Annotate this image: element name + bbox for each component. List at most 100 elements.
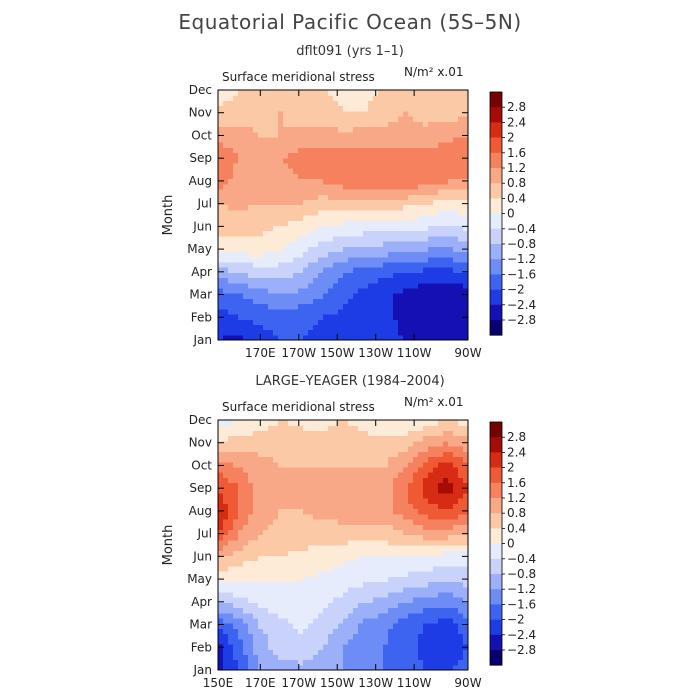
heatmap-cell (368, 602, 374, 609)
colorbar-label: −2.8 (507, 313, 536, 327)
heatmap-cell (378, 183, 384, 190)
heatmap-cell (238, 329, 244, 336)
heatmap-cell (413, 303, 419, 310)
heatmap-cell (373, 298, 379, 305)
heatmap-cell (403, 612, 409, 619)
heatmap-cell (353, 560, 359, 567)
heatmap-cell (463, 435, 469, 442)
heatmap-cell (378, 586, 384, 593)
heatmap-cell (298, 545, 304, 551)
heatmap-cell (353, 461, 359, 468)
heatmap-cell (298, 466, 304, 473)
heatmap-cell (323, 503, 329, 510)
heatmap-cell (303, 571, 309, 577)
heatmap-cell (223, 440, 229, 447)
heatmap-cell (363, 293, 369, 299)
heatmap-cell (418, 571, 424, 577)
heatmap-cell (333, 539, 339, 546)
heatmap-cell (278, 425, 284, 432)
heatmap-cell (378, 607, 384, 614)
heatmap-cell (353, 308, 359, 315)
heatmap-cell (273, 152, 279, 159)
heatmap-cell (368, 199, 374, 206)
heatmap-cell (458, 571, 464, 577)
heatmap-cell (293, 472, 299, 478)
heatmap-cell (458, 659, 464, 666)
heatmap-cell (433, 539, 439, 546)
heatmap-cell (448, 241, 454, 247)
heatmap-cell (243, 529, 249, 536)
heatmap-cell (263, 617, 269, 624)
heatmap-cell (398, 90, 404, 96)
heatmap-cell (333, 643, 339, 650)
heatmap-cell (388, 482, 394, 489)
heatmap-cell (358, 555, 364, 562)
heatmap-cell (243, 435, 249, 442)
heatmap-cell (418, 235, 424, 242)
heatmap-cell (218, 225, 224, 232)
heatmap-cell (293, 550, 299, 557)
heatmap-cell (368, 498, 374, 504)
heatmap-cell (268, 147, 274, 154)
heatmap-cell (363, 513, 369, 520)
heatmap-cell (363, 131, 369, 138)
heatmap-cell (273, 162, 279, 169)
heatmap-cell (308, 440, 314, 447)
heatmap-cell (278, 199, 284, 206)
heatmap-cell (228, 539, 234, 546)
heatmap-cell (443, 131, 449, 138)
heatmap-cell (408, 251, 414, 258)
heatmap-cell (418, 612, 424, 619)
heatmap-cell (368, 282, 374, 289)
heatmap-cell (293, 241, 299, 247)
heatmap-cell (288, 131, 294, 138)
heatmap-cell (428, 287, 434, 294)
heatmap-cell (248, 466, 254, 473)
heatmap-cell (253, 571, 259, 577)
heatmap-cell (408, 607, 414, 614)
heatmap-cell (348, 287, 354, 294)
heatmap-cell (223, 220, 229, 227)
heatmap-cell (333, 121, 339, 128)
heatmap-cell (288, 425, 294, 432)
heatmap-cell (423, 230, 429, 237)
heatmap-cell (283, 654, 289, 661)
heatmap-cell (258, 319, 264, 325)
heatmap-cell (268, 199, 274, 206)
heatmap-cell (368, 612, 374, 619)
heatmap-cell (218, 319, 224, 325)
heatmap-cell (343, 638, 349, 645)
heatmap-cell (458, 168, 464, 174)
heatmap-cell (378, 215, 384, 221)
heatmap-cell (358, 188, 364, 195)
heatmap-cell (308, 194, 314, 200)
heatmap-cell (338, 105, 344, 112)
heatmap-cell (458, 121, 464, 128)
heatmap-cell (438, 334, 444, 341)
heatmap-cell (323, 131, 329, 138)
heatmap-cell (293, 188, 299, 195)
heatmap-cell (288, 518, 294, 525)
heatmap-cell (273, 524, 279, 530)
heatmap-cell (343, 121, 349, 128)
heatmap-cell (283, 319, 289, 325)
heatmap-cell (443, 162, 449, 169)
heatmap-cell (453, 518, 459, 525)
heatmap-cell (353, 100, 359, 107)
heatmap-cell (223, 649, 229, 655)
heatmap-cell (393, 597, 399, 603)
heatmap-cell (358, 487, 364, 494)
heatmap-cell (413, 162, 419, 169)
heatmap-cell (233, 477, 239, 484)
heatmap-cell (298, 581, 304, 588)
heatmap-cell (323, 313, 329, 320)
heatmap-cell (223, 334, 229, 341)
heatmap-cell (398, 545, 404, 551)
heatmap-cell (393, 194, 399, 200)
heatmap-cell (428, 576, 434, 583)
heatmap-cell (243, 287, 249, 294)
heatmap-cell (428, 643, 434, 650)
plot-frame (217, 419, 469, 671)
heatmap-cell (273, 194, 279, 200)
heatmap-cell (308, 607, 314, 614)
